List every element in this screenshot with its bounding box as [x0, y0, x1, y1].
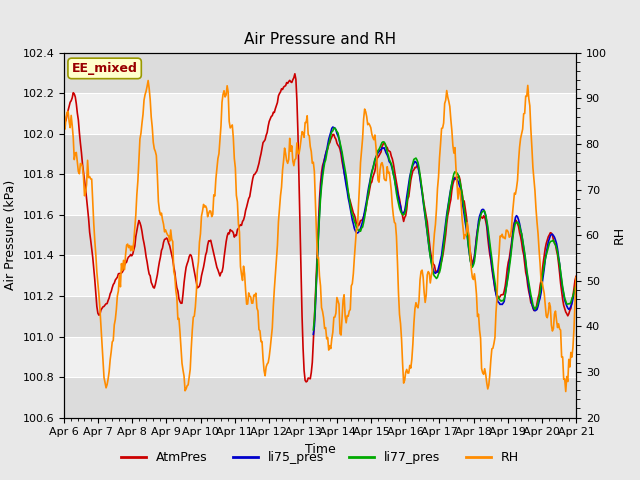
li77_pres — [337, 145, 345, 151]
AtmPres — [367, 180, 374, 186]
AtmPres — [308, 360, 316, 365]
Bar — [64, 296, 576, 336]
Bar — [64, 215, 576, 255]
X-axis label: Time: Time — [305, 443, 335, 456]
li75_pres — [365, 184, 372, 190]
Line: AtmPres: AtmPres — [64, 74, 576, 382]
AtmPres — [291, 71, 299, 77]
Bar — [64, 255, 576, 296]
AtmPres — [305, 375, 313, 381]
Y-axis label: Air Pressure (kPa): Air Pressure (kPa) — [4, 180, 17, 290]
RH — [305, 132, 312, 138]
Line: li77_pres: li77_pres — [314, 128, 576, 330]
li75_pres — [480, 207, 488, 213]
RH — [60, 123, 68, 129]
AtmPres — [482, 218, 490, 224]
li75_pres — [572, 284, 580, 289]
Text: EE_mixed: EE_mixed — [72, 62, 138, 75]
AtmPres — [572, 274, 580, 279]
Bar — [64, 377, 576, 418]
Bar — [64, 93, 576, 134]
AtmPres — [60, 119, 68, 124]
RH — [338, 315, 346, 321]
li77_pres — [572, 283, 580, 289]
AtmPres — [339, 164, 347, 169]
RH — [307, 149, 315, 155]
Legend: AtmPres, li75_pres, li77_pres, RH: AtmPres, li75_pres, li77_pres, RH — [116, 446, 524, 469]
Bar — [64, 336, 576, 377]
RH — [561, 376, 568, 382]
AtmPres — [562, 309, 570, 315]
li77_pres — [480, 208, 488, 214]
Bar — [64, 53, 576, 93]
li77_pres — [560, 290, 568, 296]
Bar — [64, 174, 576, 215]
RH — [562, 389, 570, 395]
Line: li75_pres: li75_pres — [314, 127, 576, 335]
Title: Air Pressure and RH: Air Pressure and RH — [244, 33, 396, 48]
RH — [481, 366, 488, 372]
li77_pres — [365, 188, 372, 193]
RH — [366, 122, 374, 128]
RH — [572, 275, 580, 280]
AtmPres — [302, 379, 310, 385]
li75_pres — [560, 291, 568, 297]
Bar — [64, 134, 576, 174]
li75_pres — [337, 147, 345, 153]
Y-axis label: RH: RH — [612, 226, 625, 244]
Line: RH: RH — [64, 81, 576, 392]
RH — [144, 78, 152, 84]
